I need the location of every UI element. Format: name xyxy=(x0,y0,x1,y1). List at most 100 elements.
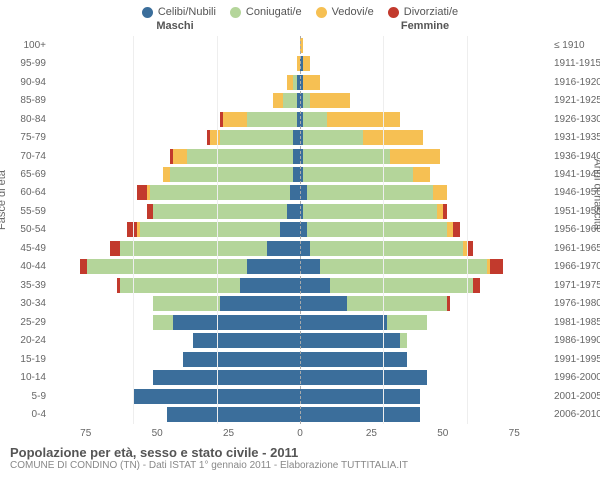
female-bar xyxy=(300,407,550,422)
segment-celibi xyxy=(280,222,300,237)
segment-celibi xyxy=(153,370,300,385)
segment-vedovi xyxy=(413,167,430,182)
segment-coniugati xyxy=(87,259,247,274)
birth-year-label: 1986-1990 xyxy=(554,335,600,346)
birth-year-label: 1916-1920 xyxy=(554,77,600,88)
segment-celibi xyxy=(220,296,300,311)
male-bar xyxy=(50,296,300,311)
male-bar xyxy=(50,167,300,182)
legend-swatch xyxy=(142,7,153,18)
segment-coniugati xyxy=(347,296,447,311)
chart-subtitle: COMUNE DI CONDINO (TN) - Dati ISTAT 1° g… xyxy=(10,460,590,471)
segment-divorziati xyxy=(453,222,460,237)
male-bar xyxy=(50,93,300,108)
segment-vedovi xyxy=(390,149,440,164)
bars-area xyxy=(50,36,550,424)
segment-celibi xyxy=(300,407,420,422)
segment-divorziati xyxy=(137,185,147,200)
segment-celibi xyxy=(247,259,300,274)
segment-divorziati xyxy=(473,278,480,293)
male-header: Maschi xyxy=(50,20,300,32)
segment-coniugati xyxy=(170,167,293,182)
segment-coniugati xyxy=(120,278,240,293)
segment-coniugati xyxy=(303,93,310,108)
segment-celibi xyxy=(167,407,300,422)
male-bar xyxy=(50,112,300,127)
segment-coniugati xyxy=(303,112,326,127)
birth-year-label: 1931-1935 xyxy=(554,132,600,143)
male-bar xyxy=(50,222,300,237)
segment-coniugati xyxy=(330,278,473,293)
segment-divorziati xyxy=(443,204,446,219)
y-axis-right-label: Anni di nascita xyxy=(592,158,600,230)
segment-vedovi xyxy=(173,149,186,164)
age-label: 15-19 xyxy=(0,354,46,365)
male-bar xyxy=(50,38,300,53)
segment-celibi xyxy=(293,167,300,182)
female-bar xyxy=(300,278,550,293)
segment-celibi xyxy=(300,259,320,274)
center-line xyxy=(300,36,301,424)
female-bar xyxy=(300,241,550,256)
age-label: 5-9 xyxy=(0,391,46,402)
male-bar xyxy=(50,185,300,200)
x-tick: 75 xyxy=(50,428,121,439)
gridline xyxy=(133,36,134,424)
segment-coniugati xyxy=(150,185,290,200)
segment-coniugati xyxy=(307,222,447,237)
legend-swatch xyxy=(230,7,241,18)
age-label: 0-4 xyxy=(0,409,46,420)
segment-vedovi xyxy=(447,222,454,237)
male-bar xyxy=(50,278,300,293)
segment-coniugati xyxy=(387,315,427,330)
female-bar xyxy=(300,130,550,145)
female-bar xyxy=(300,149,550,164)
female-bar xyxy=(300,389,550,404)
segment-coniugati xyxy=(220,130,293,145)
segment-divorziati xyxy=(110,241,120,256)
male-bar xyxy=(50,241,300,256)
age-label: 35-39 xyxy=(0,280,46,291)
x-tick: 75 xyxy=(479,428,550,439)
segment-coniugati xyxy=(303,130,363,145)
birth-year-label: 1976-1980 xyxy=(554,298,600,309)
birth-year-label: ≤ 1910 xyxy=(554,40,600,51)
female-bar xyxy=(300,75,550,90)
age-label: 75-79 xyxy=(0,132,46,143)
gridline xyxy=(383,36,384,424)
segment-coniugati xyxy=(283,93,296,108)
age-label: 100+ xyxy=(0,40,46,51)
segment-vedovi xyxy=(163,167,170,182)
x-tick: 25 xyxy=(336,428,407,439)
segment-coniugati xyxy=(187,149,294,164)
segment-celibi xyxy=(300,352,407,367)
birth-year-label: 2001-2005 xyxy=(554,391,600,402)
female-bar xyxy=(300,93,550,108)
male-bar xyxy=(50,352,300,367)
female-bar xyxy=(300,112,550,127)
plot-area: Fasce di età Anni di nascita 100+95-9990… xyxy=(0,32,600,428)
male-bar xyxy=(50,333,300,348)
segment-coniugati xyxy=(247,112,297,127)
age-axis: 100+95-9990-9485-8980-8475-7970-7465-696… xyxy=(0,36,50,424)
x-tick: 0 xyxy=(264,428,335,439)
segment-vedovi xyxy=(363,130,423,145)
age-label: 80-84 xyxy=(0,114,46,125)
legend-item: Vedovi/e xyxy=(316,6,374,18)
male-bar xyxy=(50,389,300,404)
segment-vedovi xyxy=(273,93,283,108)
age-label: 10-14 xyxy=(0,372,46,383)
segment-celibi xyxy=(300,370,427,385)
female-bar xyxy=(300,56,550,71)
legend-swatch xyxy=(316,7,327,18)
segment-celibi xyxy=(267,241,300,256)
segment-vedovi xyxy=(437,204,444,219)
legend-item: Celibi/Nubili xyxy=(142,6,216,18)
segment-coniugati xyxy=(400,333,407,348)
segment-coniugati xyxy=(310,241,463,256)
segment-celibi xyxy=(293,149,300,164)
segment-divorziati xyxy=(80,259,87,274)
birth-year-label: 1961-1965 xyxy=(554,243,600,254)
female-bar xyxy=(300,38,550,53)
legend-swatch xyxy=(388,7,399,18)
